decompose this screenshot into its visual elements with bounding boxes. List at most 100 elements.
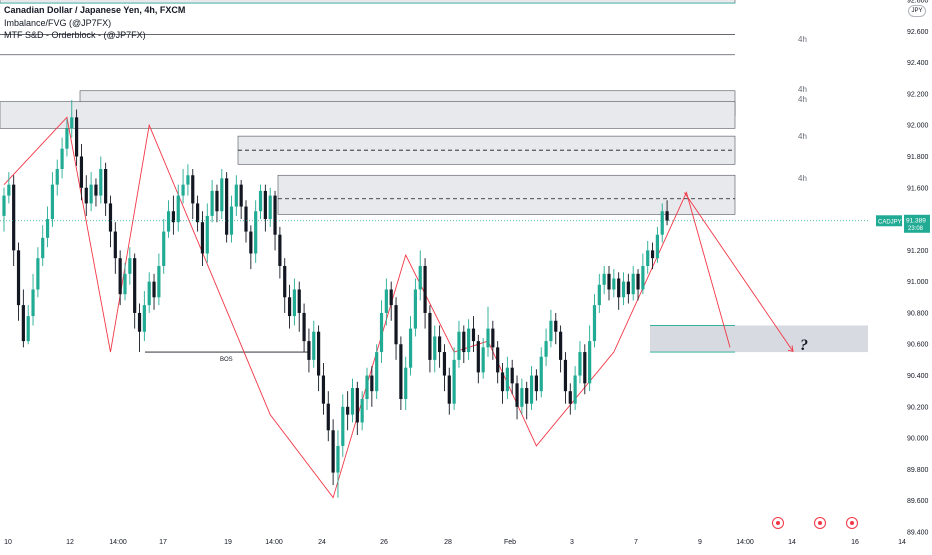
candle-body [26, 316, 30, 342]
candle-body [457, 331, 461, 360]
candle-body [200, 222, 205, 254]
candle-body [41, 237, 45, 259]
time-tick-label: 24 [318, 539, 326, 546]
candle-body [491, 328, 495, 348]
candle-body [133, 258, 137, 313]
candle-body [500, 372, 505, 392]
candle-body [375, 352, 379, 392]
price-tick-label: 91.800 [907, 154, 929, 161]
candle-body [563, 359, 568, 392]
candle-body [418, 266, 422, 290]
candle-body [89, 184, 93, 204]
price-tick-label: 92.800 [907, 0, 929, 5]
event-icon [846, 517, 858, 529]
event-icon-dot [818, 521, 822, 525]
candle-body [467, 328, 471, 353]
candle-body [626, 281, 630, 295]
time-tick-label: 9 [698, 539, 702, 546]
candles [2, 100, 669, 498]
candle-body [278, 234, 282, 266]
candle-body [234, 184, 238, 207]
candle-body [55, 168, 59, 185]
time-tick-label: 17 [159, 539, 167, 546]
event-icon-dot [776, 521, 780, 525]
candle-body [118, 258, 122, 295]
price-tick-label: 90.200 [907, 404, 929, 411]
candle-body [21, 305, 25, 342]
time-tick-label: Feb [504, 539, 516, 546]
candle-body [534, 375, 538, 392]
candle-body [108, 203, 113, 232]
price-tick-label: 92.400 [907, 60, 929, 67]
candle-body [258, 190, 263, 212]
candle-body [94, 184, 98, 196]
candle-body [578, 352, 582, 376]
candle-body [191, 175, 195, 204]
candle-body [471, 328, 476, 342]
countdown-label: 23:08 [908, 226, 924, 232]
indicator-orderblock[interactable]: MTF S&D - Orderblock - (@JP7FX) [4, 30, 146, 40]
candle-body [525, 388, 529, 404]
event-icon [772, 517, 784, 529]
candle-body [254, 211, 258, 254]
candle-body [559, 331, 563, 360]
candle-body [220, 178, 224, 212]
candle-body [147, 281, 151, 306]
timeframe-label: 4h [798, 85, 807, 94]
supply-demand-zones [0, 0, 868, 353]
candle-body [413, 289, 417, 329]
candle-body [137, 312, 142, 332]
candle-body [225, 178, 229, 235]
candle-body [166, 211, 171, 232]
candle-body [423, 266, 427, 313]
candle-body [336, 445, 340, 473]
price-axis-bg [868, 0, 932, 550]
candle-body [326, 403, 330, 431]
candle-body [394, 305, 398, 345]
candle-body [142, 305, 146, 332]
candle-body [7, 184, 11, 196]
candle-body [45, 219, 50, 238]
candle-body [365, 375, 369, 399]
candle-body [205, 215, 209, 254]
candle-body [75, 117, 79, 157]
candle-body [186, 175, 190, 185]
candle-body [621, 281, 626, 298]
event-icon-dot [850, 521, 854, 525]
candle-body [408, 328, 413, 368]
target-zone [650, 325, 868, 353]
candle-body [554, 320, 558, 332]
candle-body [379, 312, 384, 353]
candle-body [481, 347, 485, 373]
candle-body [36, 258, 40, 290]
candle-body [287, 297, 292, 317]
candle-body [660, 211, 664, 235]
price-tag-value: 91.389 [906, 217, 926, 224]
price-tick-label: 91.200 [907, 248, 929, 255]
candle-body [70, 117, 74, 129]
projection-arrowhead [787, 345, 794, 352]
price-tick-label: 89.800 [907, 467, 929, 474]
candle-body [263, 190, 267, 220]
candle-body [529, 375, 534, 404]
candle-body [399, 344, 403, 399]
candle-body [433, 336, 437, 360]
candle-body [583, 352, 587, 384]
candle-body [539, 356, 543, 392]
candle-body [549, 320, 553, 342]
candle-body [636, 273, 640, 290]
candle-body [476, 341, 480, 373]
candle-body [602, 273, 606, 285]
candle-body [355, 388, 359, 423]
indicator-fvg[interactable]: Imbalance/FVG (@JP7FX) [4, 18, 112, 28]
candle-body [384, 289, 388, 313]
time-tick-label: 19 [224, 539, 232, 546]
time-tick-label: 3 [570, 539, 574, 546]
time-tick-label: 26 [380, 539, 388, 546]
currency-badge[interactable]: JPY [908, 5, 926, 17]
zone-rect [0, 0, 736, 4]
event-icon [814, 517, 826, 529]
candle-body [60, 148, 64, 169]
